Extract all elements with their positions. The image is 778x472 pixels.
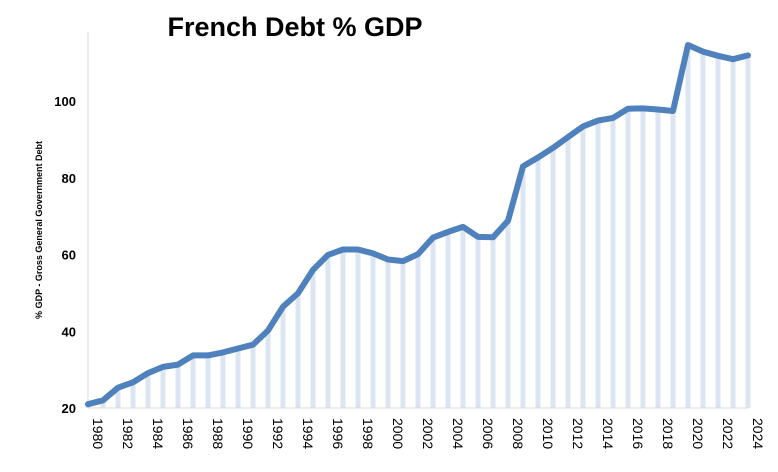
area-bar xyxy=(610,117,616,408)
area-bar xyxy=(115,387,121,408)
area-bar xyxy=(370,253,376,408)
area-bar xyxy=(265,330,271,408)
area-bar xyxy=(100,400,106,408)
x-tick-label: 2024 xyxy=(750,418,766,449)
area-bar xyxy=(700,51,706,408)
area-bar xyxy=(490,237,496,408)
area-bar xyxy=(385,259,391,408)
x-tick-label: 1998 xyxy=(360,418,376,449)
area-bar xyxy=(445,231,451,408)
area-bar xyxy=(430,237,436,408)
y-tick-label: 80 xyxy=(62,171,76,186)
area-bar xyxy=(565,137,571,408)
area-bar xyxy=(685,45,691,409)
area-bar xyxy=(340,249,346,408)
x-tick-label: 1992 xyxy=(270,418,286,449)
area-bar xyxy=(400,261,406,408)
y-tick-label: 20 xyxy=(62,401,76,416)
area-bar xyxy=(250,344,256,408)
area-bar xyxy=(295,293,301,408)
x-tick-label: 2002 xyxy=(420,418,436,449)
x-tick-label: 2012 xyxy=(570,418,586,449)
x-tick-label: 2020 xyxy=(690,418,706,449)
x-tick-label: 1986 xyxy=(180,418,196,449)
area-bar xyxy=(280,306,286,408)
area-bar xyxy=(670,111,676,408)
area-bar xyxy=(655,109,661,408)
area-bar xyxy=(715,55,721,409)
chart-title: French Debt % GDP xyxy=(167,12,423,42)
area-bar xyxy=(310,269,316,408)
series-line xyxy=(85,42,751,408)
area-bar xyxy=(130,382,136,408)
y-axis-label: % GDP - Gross General Government Debt xyxy=(34,141,44,319)
x-tick-label: 1988 xyxy=(210,418,226,449)
area-bar xyxy=(460,226,466,408)
x-tick-label: 2016 xyxy=(630,418,646,449)
area-bar xyxy=(355,249,361,408)
axes xyxy=(87,32,748,409)
y-tick-label: 40 xyxy=(62,324,76,339)
area-bar xyxy=(235,348,241,408)
area-bar xyxy=(535,157,541,408)
x-tick-label: 1990 xyxy=(240,418,256,449)
area-bar xyxy=(175,364,181,408)
x-tick-label: 2014 xyxy=(600,418,616,449)
x-tick-label: 2006 xyxy=(480,418,496,449)
x-tick-label: 2018 xyxy=(660,418,676,449)
x-tick-label: 1994 xyxy=(300,418,316,449)
area-bar xyxy=(520,166,526,408)
area-bar xyxy=(745,55,751,408)
y-tick-labels: 20 40 60 80 100 xyxy=(54,94,76,416)
area-bar xyxy=(550,147,556,408)
area-bar xyxy=(220,352,226,408)
area-bar xyxy=(415,254,421,408)
x-tick-label: 1980 xyxy=(90,418,106,449)
x-tick-label: 2022 xyxy=(720,418,736,449)
x-tick-label: 1984 xyxy=(150,418,166,449)
x-tick-labels: 1980 1982 1984 1986 1988 1990 1992 1994 1996 1998… xyxy=(90,418,766,449)
area-bar xyxy=(190,355,196,408)
area-bars xyxy=(85,45,751,409)
area-bar xyxy=(580,126,586,409)
area-bar xyxy=(505,220,511,408)
series-line-group xyxy=(85,42,751,408)
area-bar xyxy=(625,108,631,409)
x-tick-label: 2004 xyxy=(450,418,466,449)
x-tick-label: 1982 xyxy=(120,418,136,449)
area-bar xyxy=(145,373,151,408)
x-tick-label: 2000 xyxy=(390,418,406,449)
area-bar xyxy=(205,355,211,408)
x-tick-label: 2008 xyxy=(510,418,526,449)
area-bar xyxy=(325,254,331,408)
x-tick-label: 2010 xyxy=(540,418,556,449)
x-tick-label: 1996 xyxy=(330,418,346,449)
area-bar xyxy=(160,366,166,408)
area-bar xyxy=(640,108,646,409)
area-bar xyxy=(730,59,736,409)
y-tick-label: 100 xyxy=(54,94,76,109)
area-bar xyxy=(595,120,601,408)
area-bar xyxy=(475,236,481,408)
y-tick-label: 60 xyxy=(62,248,76,263)
